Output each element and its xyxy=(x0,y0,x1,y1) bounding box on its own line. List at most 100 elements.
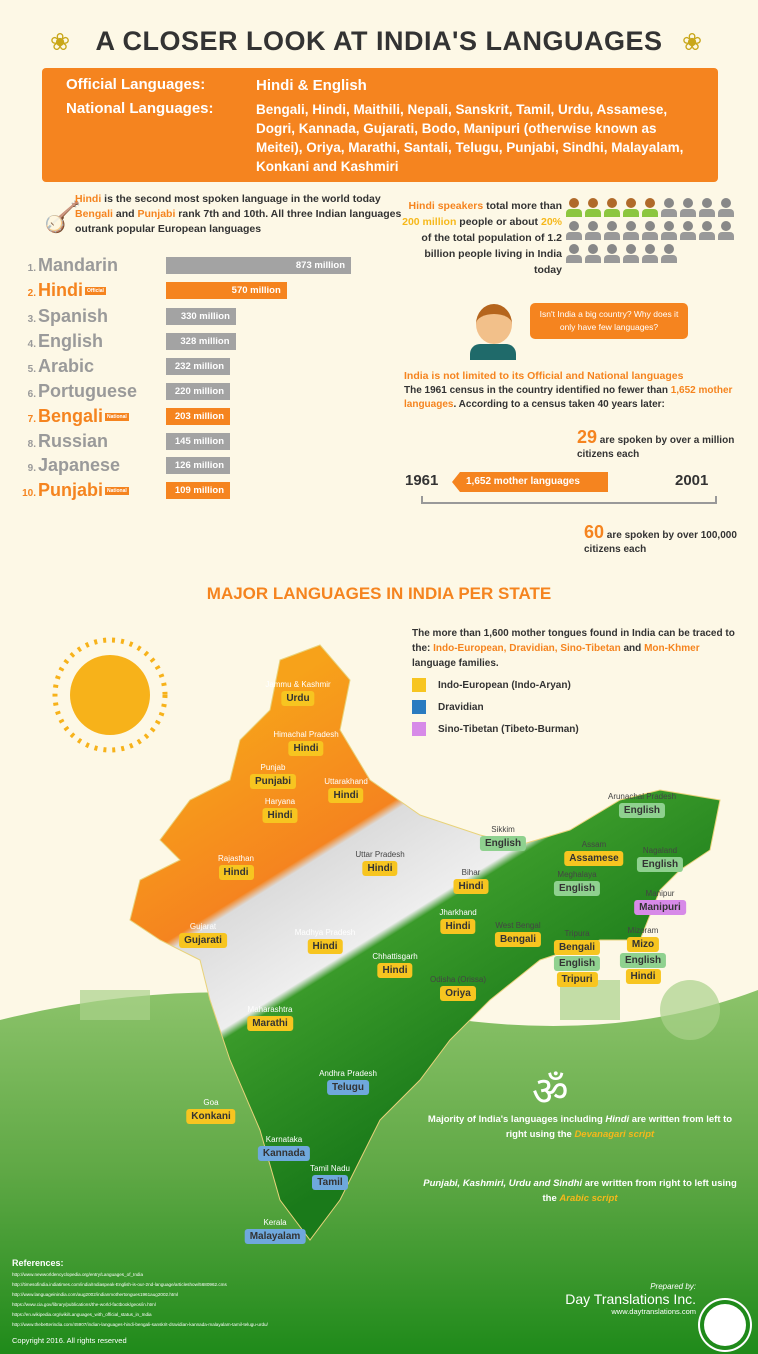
census-text: The 1961 census in the country identifie… xyxy=(404,385,733,410)
language-tag: Punjabi xyxy=(249,774,297,789)
language-tag: Hindi xyxy=(453,879,489,894)
person-icon xyxy=(566,244,582,264)
rank-number: 3. xyxy=(27,314,36,325)
language-name: English xyxy=(38,331,104,351)
copyright: Copyright 2016. All rights reserved xyxy=(12,1336,127,1345)
state-label: Rajasthan Hindi xyxy=(218,854,254,880)
bar-label: 8. Russian xyxy=(4,431,108,455)
state-name: Arunachal Pradesh xyxy=(607,792,677,801)
devanagari-text: Majority of India's languages including … xyxy=(427,1114,733,1140)
language-name: Punjabi xyxy=(38,480,104,500)
reference-link[interactable]: http://www.thebetterindia.com/45907/indi… xyxy=(12,1322,268,1327)
language-tag: Urdu xyxy=(281,691,315,706)
state-name: Manipur xyxy=(645,889,675,898)
person-icon xyxy=(642,221,658,241)
census-60: 60 are spoken by over 100,000 citizens e… xyxy=(584,522,737,555)
company-url[interactable]: www.daytranslations.com xyxy=(611,1307,696,1316)
confused-man-illustration xyxy=(470,298,518,362)
state-name: West Bengal xyxy=(495,921,541,930)
language-tag: Malayalam xyxy=(244,1229,306,1244)
company-logo xyxy=(704,1304,746,1346)
reference-link[interactable]: https://www.cia.gov/library/publications… xyxy=(12,1302,156,1307)
state-name: Karnataka xyxy=(265,1135,303,1144)
state-name: Sikkim xyxy=(491,825,515,834)
prepared-by: Prepared by: xyxy=(650,1282,696,1291)
language-tag: English xyxy=(553,881,601,896)
state-label: Manipur Manipuri xyxy=(634,889,686,915)
state-label: Jammu & Kashmir Urdu xyxy=(265,680,331,706)
credit: Prepared by: Day Translations Inc. www.d… xyxy=(540,1282,696,1316)
map-section-title: MAJOR LANGUAGES IN INDIA PER STATE xyxy=(206,584,552,603)
state-name: Uttar Pradesh xyxy=(355,850,405,859)
state-name: Haryana xyxy=(264,797,296,806)
languages-banner: Official Languages: Hindi & English Nati… xyxy=(42,68,718,182)
language-name: Portuguese xyxy=(38,381,138,401)
language-tag: Hindi xyxy=(377,963,413,978)
state-name: Uttarakhand xyxy=(324,777,368,786)
language-tag: Bengali xyxy=(553,940,601,955)
language-tag: Gujarati xyxy=(179,933,227,948)
bar: 330 million xyxy=(166,308,236,325)
hindi-speakers-text: Hindi speakers total more than 200 milli… xyxy=(402,200,562,276)
bar: 570 million xyxy=(166,282,287,299)
state-name: Meghalaya xyxy=(557,870,597,879)
legend-sino-tibetan: Sino-Tibetan (Tibeto-Burman) xyxy=(412,722,579,736)
state-name: Maharashtra xyxy=(247,1005,293,1014)
reference-link[interactable]: http://timesofindia.indiatimes.com/india… xyxy=(12,1282,227,1287)
state-name: Tamil Nadu xyxy=(309,1164,351,1173)
bar-label: 9. Japanese xyxy=(4,455,120,479)
state-label: Goa Konkani xyxy=(186,1098,236,1124)
intro-text: Hindi is the second most spoken language… xyxy=(75,193,402,235)
bar: 203 million xyxy=(166,408,230,425)
language-tag: Assamese xyxy=(564,851,624,866)
person-icon xyxy=(699,198,715,218)
arabic-script-text: Punjabi, Kashmiri, Urdu and Sindhi are w… xyxy=(423,1178,737,1204)
lotus-icon: ❀ xyxy=(682,28,703,56)
state-name: Rajasthan xyxy=(217,854,255,863)
status-badge: National xyxy=(105,413,129,422)
language-tag: Kannada xyxy=(257,1146,311,1161)
state-label: Madhya Pradesh Hindi xyxy=(295,928,355,954)
language-tag: Marathi xyxy=(247,1016,293,1031)
language-tag: Hindi xyxy=(440,919,476,934)
language-name: Japanese xyxy=(38,455,121,475)
language-tag: Mizo xyxy=(626,937,660,952)
bar: 109 million xyxy=(166,482,230,499)
person-icon xyxy=(699,221,715,241)
year-2001: 2001 xyxy=(675,472,709,489)
language-tag: English xyxy=(619,953,667,968)
sitar-icon: 🪕 xyxy=(44,201,82,234)
references-title: References: xyxy=(12,1258,64,1268)
language-tag: Hindi xyxy=(218,865,254,880)
rank-number: 7. xyxy=(27,414,36,425)
person-icon xyxy=(566,221,582,241)
language-tag: Manipuri xyxy=(634,900,686,915)
person-icon xyxy=(680,221,696,241)
reference-link[interactable]: http://www.newworldencyclopedia.org/entr… xyxy=(12,1272,144,1277)
census-29: 29 are spoken by over a million citizens… xyxy=(577,427,735,460)
language-tag: English xyxy=(618,803,666,818)
legend-indo-european: Indo-European (Indo-Aryan) xyxy=(412,678,571,692)
person-icon xyxy=(585,244,601,264)
language-tag: Tamil xyxy=(312,1175,348,1190)
person-icon xyxy=(566,198,582,218)
official-value: Hindi & English xyxy=(256,77,367,94)
state-label: Uttar Pradesh Hindi xyxy=(355,850,405,876)
reference-link[interactable]: http://www.languageinindia.com/aug2002/i… xyxy=(12,1292,179,1297)
state-label: Bihar Hindi xyxy=(453,868,489,894)
state-label: Haryana Hindi xyxy=(262,797,298,823)
reference-link[interactable]: https://en.wikipedia.org/wiki/Languages_… xyxy=(12,1312,152,1317)
person-icon xyxy=(604,198,620,218)
rank-number: 1. xyxy=(27,263,36,274)
bar: 232 million xyxy=(166,358,230,375)
state-name: Himachal Pradesh xyxy=(273,730,339,739)
language-tag: Konkani xyxy=(186,1109,236,1124)
status-badge: National xyxy=(105,487,129,496)
state-label: Nagaland English xyxy=(636,846,684,872)
state-label: Tamil Nadu Tamil xyxy=(310,1164,350,1190)
person-icon xyxy=(623,244,639,264)
bar-label: 10. Punjabi National xyxy=(4,480,129,504)
state-label: Meghalaya English xyxy=(553,870,601,896)
state-label: Assam Assamese xyxy=(564,840,624,866)
language-tag: English xyxy=(553,956,601,971)
